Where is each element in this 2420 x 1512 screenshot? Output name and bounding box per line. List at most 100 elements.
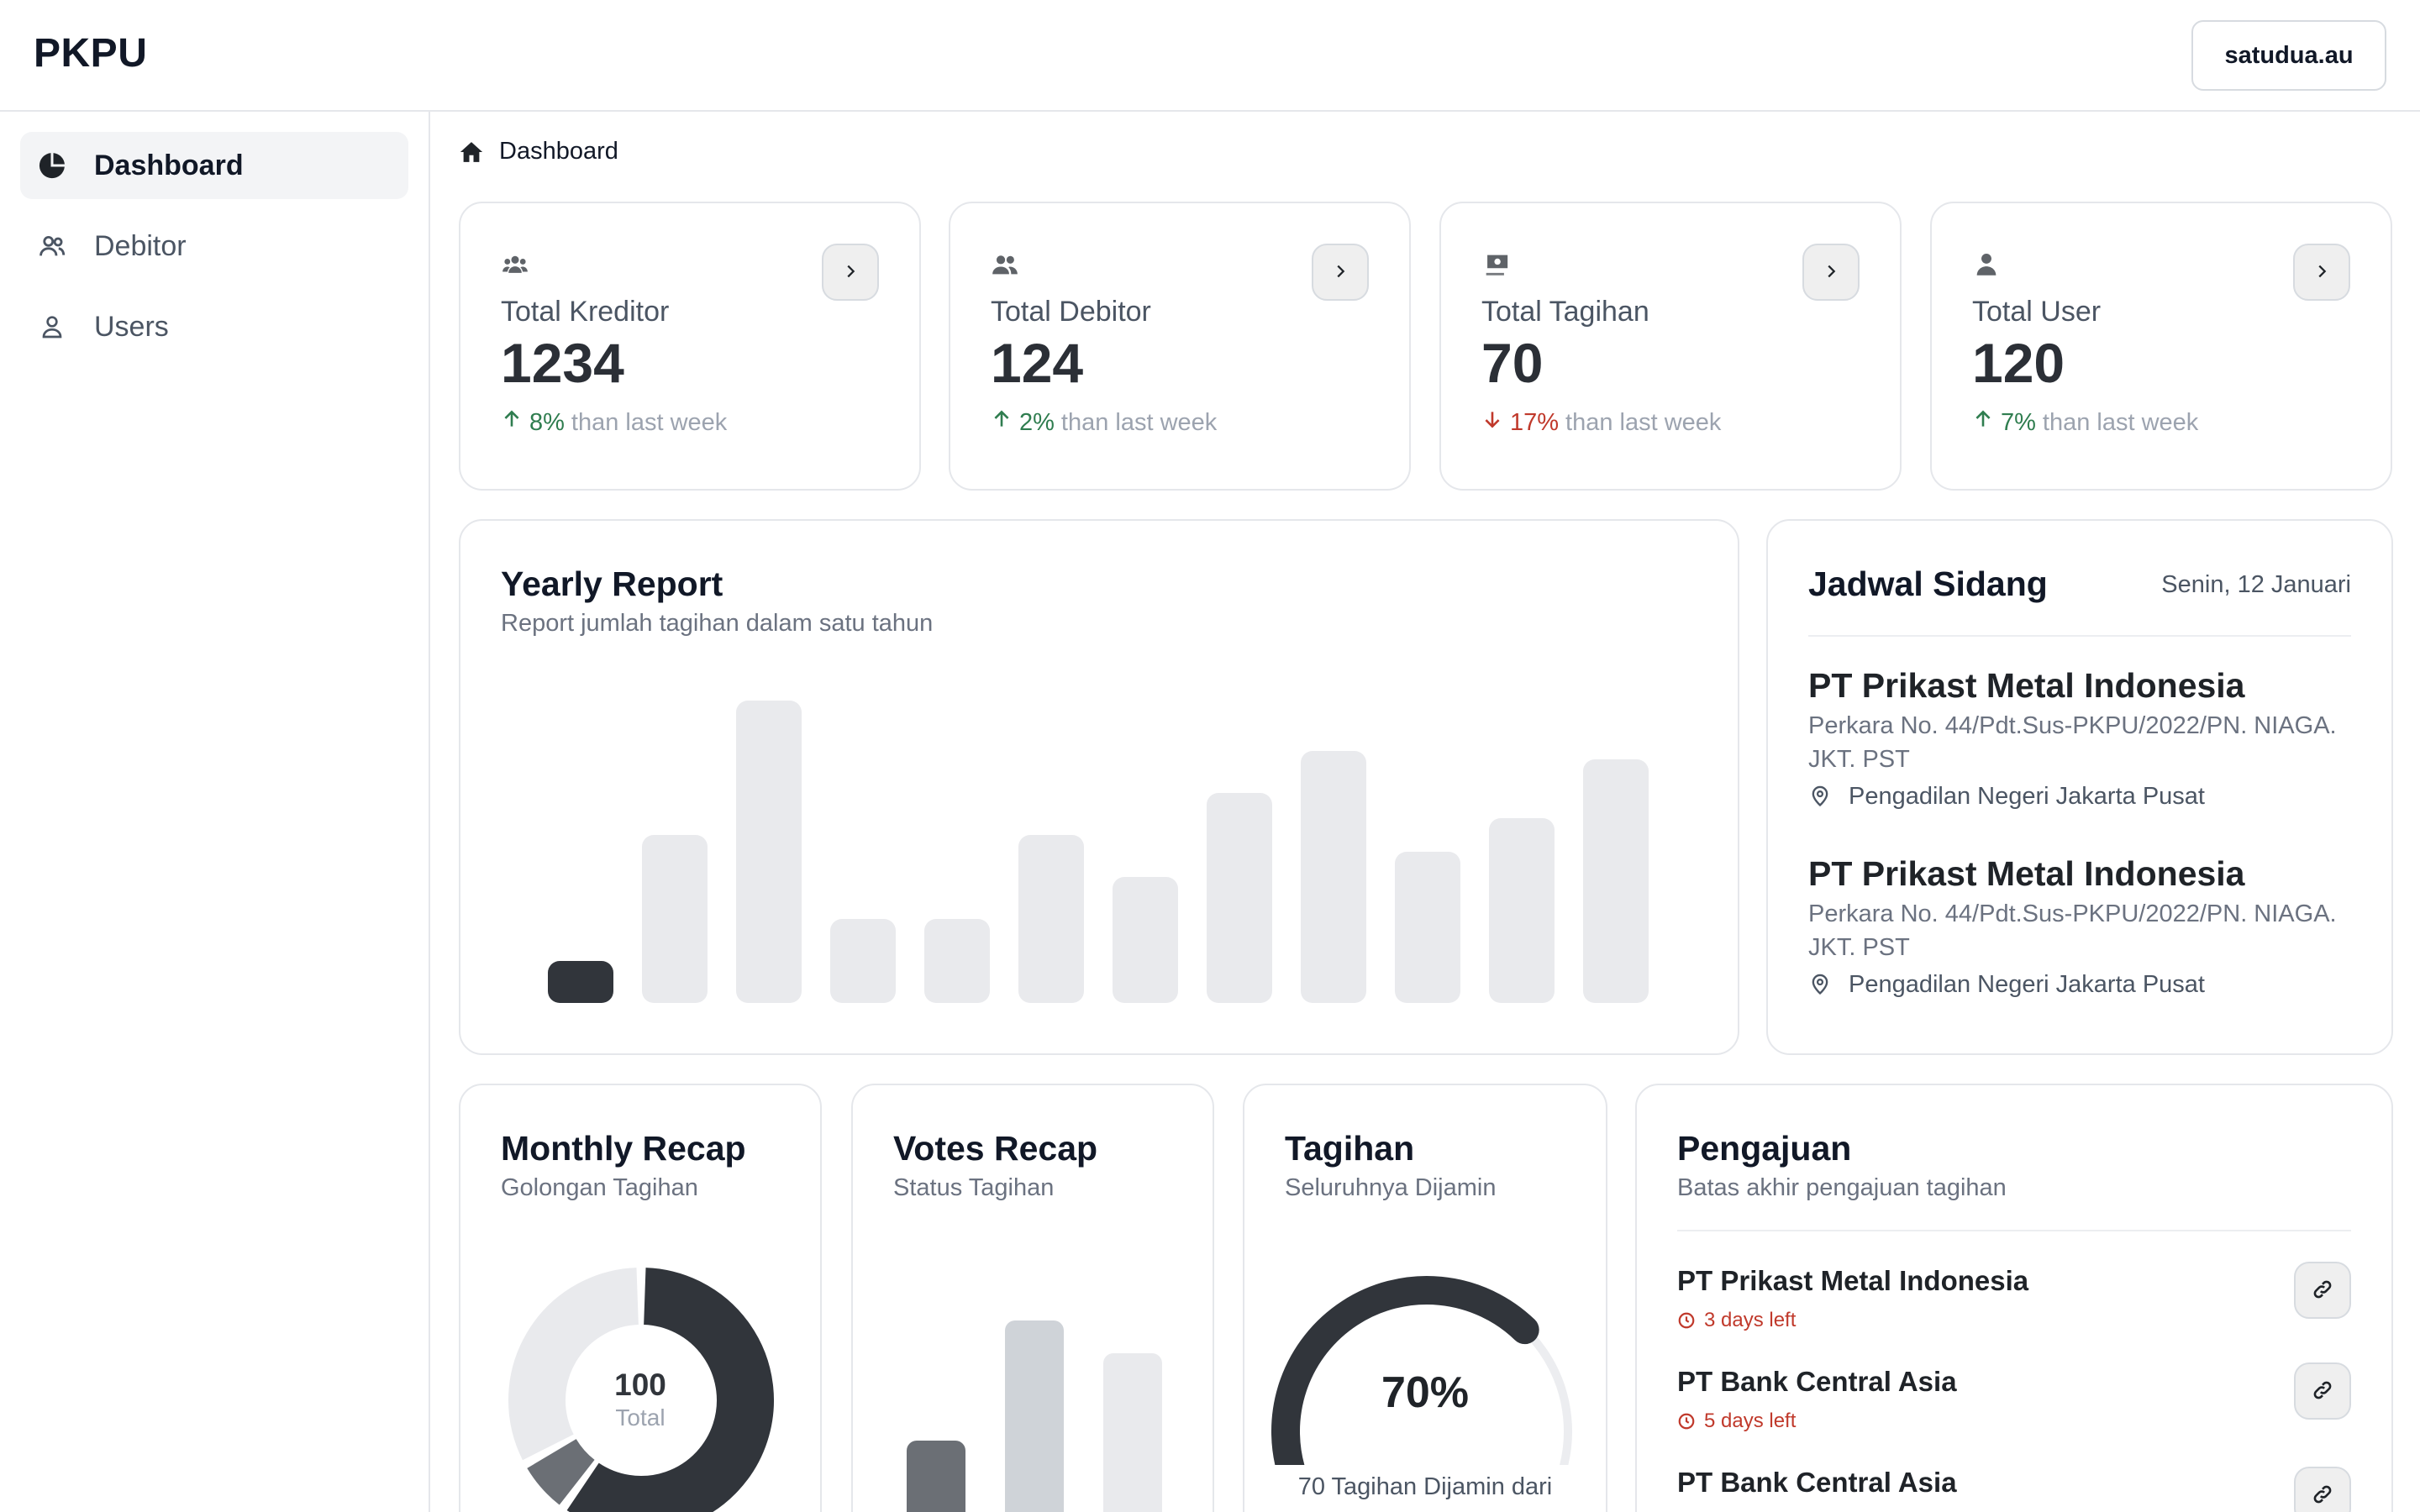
yearly-report-card: Yearly Report Report jumlah tagihan dala… [459, 519, 1739, 1055]
stat-trend: 17% than last week [1481, 408, 1721, 437]
donut-slice[interactable] [508, 1268, 639, 1461]
clock-icon [1677, 1311, 1696, 1330]
hearing-company: PT Prikast Metal Indonesia [1808, 854, 2245, 893]
stat-trend-percent: 8% [529, 408, 565, 436]
yearly-bar[interactable] [1207, 793, 1272, 1003]
stat-card-kreditor: Total Kreditor 1234 8% than last week [459, 202, 921, 491]
hearing-item[interactable]: PT Prikast Metal Indonesia Perkara No. 4… [1808, 664, 2351, 811]
map-pin-icon [1808, 973, 1833, 998]
votes-bar[interactable] [907, 1441, 965, 1512]
card-subtitle: Batas akhir pengajuan tagihan [1677, 1174, 2007, 1201]
stat-value: 70 [1481, 332, 1544, 394]
tagihan-card: Tagihan Seluruhnya Dijamin 70% 70 Tagiha… [1243, 1084, 1607, 1512]
card-title: Tagihan [1285, 1129, 1415, 1168]
yearly-bar[interactable] [642, 835, 708, 1003]
sidebar-item-dashboard[interactable]: Dashboard [20, 132, 408, 199]
stat-label: Total Debitor [991, 296, 1151, 328]
pengajuan-card: Pengajuan Batas akhir pengajuan tagihan … [1635, 1084, 2393, 1512]
gauge-percent: 70% [1381, 1368, 1470, 1417]
card-title: Jadwal Sidang [1808, 564, 2048, 603]
gauge-caption: 70 Tagihan Dijamin dari [1297, 1473, 1553, 1500]
card-subtitle: Golongan Tagihan [501, 1174, 698, 1201]
yearly-bar[interactable] [1583, 759, 1649, 1003]
map-pin-icon [1808, 785, 1833, 810]
submission-item: PT Bank Central Asia 5 days left [1677, 1362, 2351, 1450]
votes-bar[interactable] [1005, 1320, 1064, 1512]
brand-logo[interactable]: PKPU [34, 31, 148, 76]
card-title: Monthly Recap [501, 1129, 746, 1168]
sidebar: Dashboard Debitor Users [0, 112, 430, 1512]
hearing-case-number: Perkara No. 44/Pdt.Sus-PKPU/2022/PN. NIA… [1808, 900, 2337, 961]
yearly-bar[interactable] [1395, 852, 1460, 1003]
votes-bar[interactable] [1103, 1353, 1162, 1512]
money-icon [1481, 250, 1510, 279]
divider [1677, 1230, 2351, 1231]
hearing-company: PT Prikast Metal Indonesia [1808, 666, 2245, 705]
users-icon [35, 229, 69, 263]
stat-trend: 8% than last week [501, 408, 727, 437]
hearing-location: Pengadilan Negeri Jakarta Pusat [1808, 783, 2351, 811]
open-user-button[interactable] [2293, 244, 2350, 301]
hearing-case-number: Perkara No. 44/Pdt.Sus-PKPU/2022/PN. NIA… [1808, 712, 2337, 773]
sidebar-item-label: Users [94, 310, 169, 343]
open-kreditor-button[interactable] [822, 244, 879, 301]
arrow-up-icon [991, 408, 1013, 437]
yearly-bar[interactable] [736, 701, 802, 1003]
submission-item: PT Prikast Metal Indonesia 3 days left [1677, 1262, 2351, 1349]
card-title: Pengajuan [1677, 1129, 1852, 1168]
monthly-donut-chart [508, 1268, 774, 1512]
hearing-item[interactable]: PT Prikast Metal Indonesia Perkara No. 4… [1808, 852, 2351, 999]
open-debitor-button[interactable] [1312, 244, 1369, 301]
chevron-right-icon [2312, 262, 2331, 283]
top-bar: PKPU satudua.au [0, 0, 2420, 112]
submission-company: PT Prikast Metal Indonesia [1677, 1265, 2029, 1296]
stat-value: 120 [1972, 332, 2065, 394]
account-button[interactable]: satudua.au [2191, 20, 2386, 91]
card-title: Votes Recap [893, 1129, 1098, 1168]
open-link-button[interactable] [2294, 1467, 2351, 1512]
stat-trend: 2% than last week [991, 408, 1217, 437]
stat-card-user: Total User 120 7% than last week [1930, 202, 2392, 491]
link-icon [2312, 1278, 2333, 1303]
jadwal-date: Senin, 12 Januari [2161, 571, 2351, 598]
stat-trend-text: than last week [571, 408, 728, 436]
card-subtitle: Status Tagihan [893, 1174, 1055, 1201]
votes-recap-card: Votes Recap Status Tagihan [851, 1084, 1214, 1512]
open-tagihan-button[interactable] [1802, 244, 1860, 301]
stat-trend-percent: 17% [1510, 408, 1560, 436]
card-subtitle: Report jumlah tagihan dalam satu tahun [501, 610, 934, 637]
hearing-location-text: Pengadilan Negeri Jakarta Pusat [1849, 971, 2205, 998]
donut-slice[interactable] [527, 1438, 596, 1505]
submission-days-left: 3 days left [1704, 1309, 1797, 1331]
yearly-bar[interactable] [924, 919, 990, 1003]
donut-total-label: Total [615, 1404, 666, 1431]
open-link-button[interactable] [2294, 1362, 2351, 1420]
stat-trend-percent: 2% [1019, 408, 1055, 436]
clock-icon [1677, 1412, 1696, 1431]
yearly-bar[interactable] [1301, 751, 1366, 1003]
chevron-right-icon [841, 262, 860, 283]
chevron-right-icon [1331, 262, 1349, 283]
card-title: Yearly Report [501, 564, 723, 603]
chevron-right-icon [1822, 262, 1840, 283]
link-icon [2312, 1379, 2333, 1404]
stat-trend-percent: 7% [2001, 408, 2036, 436]
stat-value: 1234 [501, 332, 624, 394]
donut-slice[interactable] [566, 1268, 774, 1512]
card-subtitle: Seluruhnya Dijamin [1285, 1174, 1497, 1201]
yearly-bar[interactable] [1113, 877, 1178, 1003]
yearly-bar[interactable] [548, 961, 613, 1003]
tagihan-gauge [1271, 1276, 1572, 1465]
yearly-bar[interactable] [1489, 818, 1555, 1003]
yearly-bar[interactable] [1018, 835, 1084, 1003]
submission-company: PT Bank Central Asia [1677, 1467, 1957, 1498]
breadcrumb-current[interactable]: Dashboard [499, 138, 618, 165]
sidebar-item-users[interactable]: Users [20, 293, 408, 360]
sidebar-item-debitor[interactable]: Debitor [20, 213, 408, 280]
open-link-button[interactable] [2294, 1262, 2351, 1319]
stat-trend-text: than last week [2042, 408, 2199, 436]
sidebar-item-label: Debitor [94, 229, 187, 262]
home-icon[interactable] [459, 139, 484, 165]
yearly-bar[interactable] [830, 919, 896, 1003]
submission-item: PT Bank Central Asia [1677, 1467, 2351, 1512]
